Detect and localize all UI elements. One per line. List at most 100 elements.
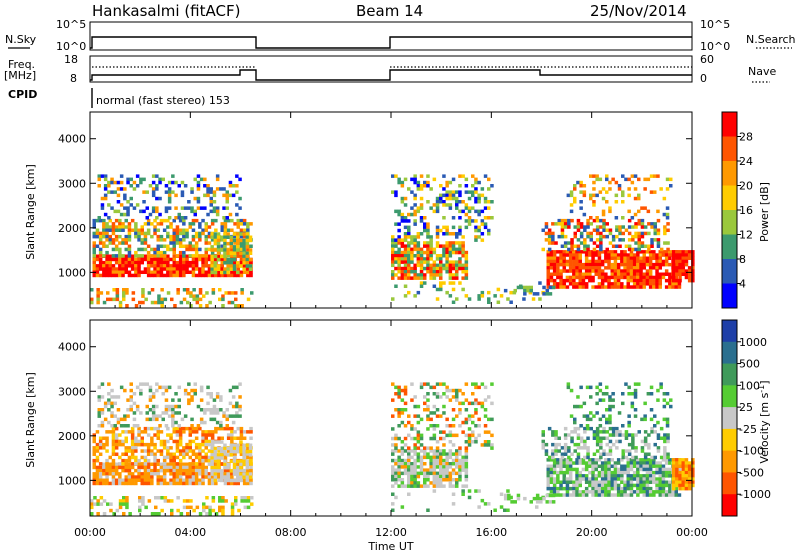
scatter-cell <box>192 294 196 298</box>
scatter-cell <box>122 499 126 503</box>
scatter-cell <box>397 449 401 453</box>
scatter-cell <box>407 484 411 488</box>
scatter-cell <box>552 477 557 481</box>
scatter-cell <box>245 270 250 275</box>
scatter-cell <box>687 253 692 257</box>
scatter-cell <box>544 442 549 447</box>
scatter-cell <box>233 234 237 239</box>
scatter-cell <box>198 449 202 453</box>
scatter-cell <box>591 486 595 491</box>
scatter-cell <box>647 446 651 450</box>
scatter-cell <box>108 267 112 271</box>
scatter-cell <box>687 483 692 488</box>
scatter-cell <box>146 452 151 456</box>
scatter-cell <box>114 446 119 450</box>
scatter-cell <box>242 449 246 454</box>
scatter-cell <box>233 452 237 456</box>
scatter-cell <box>442 474 446 479</box>
scatter-cell <box>198 222 202 226</box>
scatter-cell <box>568 256 573 260</box>
scatter-cell <box>576 395 580 399</box>
scatter-cell <box>407 449 411 453</box>
scatter-cell <box>429 238 433 242</box>
scatter-cell <box>207 270 212 274</box>
scatter-cell <box>166 462 170 466</box>
scatter-cell <box>397 212 401 217</box>
scatter-cell <box>220 456 224 460</box>
scatter-cell <box>461 462 465 466</box>
scatter-cell <box>448 430 453 434</box>
scatter-cell <box>135 408 140 412</box>
scatter-cell <box>639 278 643 283</box>
scatter-cell <box>410 257 414 261</box>
scatter-cell <box>611 404 615 409</box>
scatter-cell <box>207 225 212 229</box>
scatter-cell <box>188 446 192 450</box>
scatter-cell <box>560 234 565 239</box>
scatter-cell <box>613 461 618 465</box>
scatter-cell <box>210 481 215 486</box>
scatter-cell <box>223 465 227 470</box>
scatter-cell <box>92 247 96 252</box>
scatter-cell <box>123 424 127 428</box>
scatter-cell <box>621 216 625 220</box>
scatter-cell <box>487 440 491 444</box>
scatter-cell <box>666 247 670 252</box>
scatter-cell <box>234 502 238 506</box>
scatter-cell <box>108 228 112 232</box>
scatter-cell <box>458 250 462 255</box>
scatter-cell <box>230 439 234 444</box>
scatter-cell <box>451 468 456 472</box>
scatter-cell <box>636 285 640 289</box>
scatter-cell <box>413 452 417 456</box>
scatter-cell <box>413 436 417 441</box>
scatter-cell <box>223 251 227 255</box>
scatter-cell <box>455 232 459 236</box>
scatter-cell <box>217 273 221 278</box>
scatter-cell <box>455 471 459 476</box>
scatter-cell <box>578 480 582 484</box>
scatter-cell <box>565 250 570 254</box>
scatter-cell <box>391 449 395 453</box>
scatter-cell <box>546 278 550 283</box>
scatter-cell <box>223 241 227 246</box>
scatter-cell <box>239 449 243 454</box>
scatter-cell <box>666 433 670 437</box>
scatter-cell <box>207 231 212 236</box>
scatter-cell <box>100 206 105 210</box>
scatter-cell <box>471 174 475 178</box>
scatter-cell <box>435 395 440 399</box>
scatter-cell <box>142 200 146 204</box>
scatter-cell <box>210 446 214 451</box>
scatter-cell <box>487 430 491 434</box>
scatter-cell <box>92 267 96 271</box>
scatter-cell <box>137 267 141 271</box>
scatter-cell <box>209 203 213 207</box>
y-tick-label: 4000 <box>58 341 86 354</box>
scatter-cell <box>215 177 220 182</box>
scatter-cell <box>111 439 116 444</box>
scatter-cell <box>678 461 682 465</box>
scatter-cell <box>597 464 602 468</box>
scatter-cell <box>223 228 228 232</box>
scatter-cell <box>191 452 196 456</box>
scatter-cell <box>439 462 443 466</box>
scatter-cell <box>236 273 240 278</box>
scatter-cell <box>503 496 508 501</box>
scatter-cell <box>182 452 186 456</box>
scatter-cell <box>639 250 643 254</box>
scatter-cell <box>597 272 602 276</box>
scatter-cell <box>185 247 189 252</box>
scatter-cell <box>637 247 641 252</box>
scatter-cell <box>231 193 236 198</box>
scatter-cell <box>643 401 647 406</box>
scatter-cell <box>575 253 579 257</box>
scatter-cell <box>410 455 414 460</box>
scatter-cell <box>194 254 199 258</box>
scatter-cell <box>566 385 571 390</box>
scatter-cell <box>156 481 160 486</box>
scatter-cell <box>116 417 121 422</box>
scatter-cell <box>464 250 469 255</box>
scatter-cell <box>178 264 183 268</box>
scatter-cell <box>188 468 192 473</box>
